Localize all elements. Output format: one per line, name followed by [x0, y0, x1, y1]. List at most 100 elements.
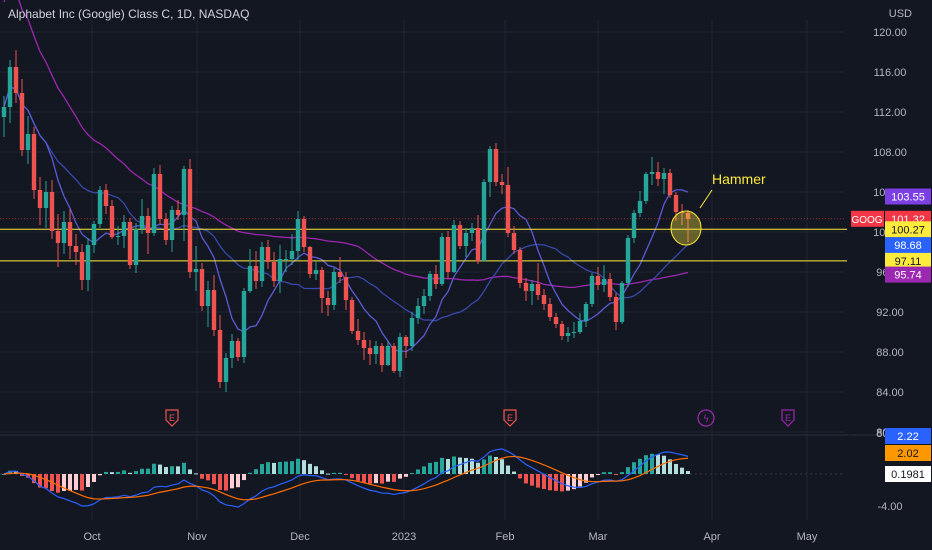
- macd-histogram-bar: [620, 472, 624, 474]
- macd-histogram-bar: [584, 474, 588, 483]
- macd-histogram-bar: [530, 474, 534, 486]
- candle-body: [199, 269, 205, 306]
- candle-body: [61, 222, 67, 243]
- macd-histogram-bar: [422, 466, 426, 474]
- macd-histogram-bar: [416, 469, 420, 474]
- macd-histogram-bar: [2, 474, 6, 475]
- indicator-label-box: [885, 466, 931, 482]
- macd-histogram-bar: [644, 455, 648, 474]
- price-label-box: [885, 237, 931, 254]
- macd-histogram-bar: [380, 474, 384, 484]
- macd-histogram-bar: [200, 474, 204, 479]
- candle-body: [553, 317, 559, 324]
- candle-body: [19, 93, 25, 150]
- macd-histogram-bar: [272, 462, 276, 474]
- macd-histogram-bar: [650, 453, 654, 474]
- price-label-box: [885, 252, 931, 269]
- candle-body: [463, 233, 469, 246]
- candle-body: [667, 173, 673, 195]
- macd-histogram-bar: [356, 474, 360, 481]
- candle-body: [469, 228, 475, 233]
- candle-body: [91, 224, 97, 245]
- macd-histogram-bar: [158, 464, 162, 474]
- price-tick-label: 84.00: [876, 387, 904, 399]
- macd-histogram-bar: [386, 474, 390, 482]
- indicator-label: 2.22: [897, 431, 918, 443]
- candle-body: [607, 279, 613, 297]
- macd-histogram-bar: [320, 470, 324, 474]
- macd-histogram-bar: [278, 461, 282, 474]
- macd-histogram-bar: [260, 464, 264, 474]
- macd-histogram-bar: [392, 474, 396, 482]
- macd-histogram-bar: [80, 474, 84, 491]
- macd-histogram-bar: [44, 474, 48, 489]
- macd-histogram-bar: [206, 474, 210, 481]
- macd-histogram-bar: [140, 468, 144, 474]
- candle-body: [79, 252, 85, 280]
- macd-histogram-bar: [152, 463, 156, 474]
- macd-histogram-bar: [308, 463, 312, 474]
- macd-histogram-bar: [302, 460, 306, 474]
- macd-histogram-bar: [98, 474, 102, 476]
- macd-histogram-bar: [626, 467, 630, 474]
- macd-histogram-bar: [488, 455, 492, 474]
- time-tick-label: May: [797, 531, 818, 543]
- candle-body: [643, 174, 649, 201]
- price-label: 95.74: [894, 270, 922, 282]
- candle-body: [409, 318, 415, 346]
- macd-histogram-bar: [434, 461, 438, 474]
- macd-histogram-bar: [8, 470, 12, 474]
- macd-histogram-bar: [236, 474, 240, 488]
- macd-histogram-bar: [662, 455, 666, 474]
- macd-histogram-bar: [332, 472, 336, 474]
- candle-body: [301, 219, 307, 247]
- candle-body: [481, 182, 487, 261]
- candle-body: [523, 283, 529, 291]
- candle-body: [445, 237, 451, 272]
- macd-histogram-bar: [632, 462, 636, 474]
- macd-histogram-bar: [440, 457, 444, 474]
- price-label-box: [885, 221, 931, 238]
- candle-body: [163, 219, 169, 240]
- macd-histogram-bar: [542, 474, 546, 489]
- macd-histogram-bar: [290, 461, 294, 474]
- candle-body: [223, 358, 229, 382]
- candle-body: [217, 330, 223, 382]
- candle-body: [661, 173, 667, 179]
- time-tick-label: Feb: [496, 531, 515, 543]
- candle-body: [253, 266, 259, 281]
- macd-histogram-bar: [224, 474, 228, 491]
- candle-body: [229, 341, 235, 358]
- candle-body: [391, 346, 397, 371]
- candle-body: [673, 195, 679, 212]
- candle-body: [457, 225, 463, 246]
- candle-body: [511, 233, 517, 250]
- macd-histogram-bar: [446, 458, 450, 474]
- price-tick-label: 120.00: [873, 27, 907, 39]
- macd-histogram-bar: [614, 474, 618, 475]
- candle-body: [325, 298, 331, 305]
- macd-histogram-bar: [548, 474, 552, 491]
- candle-body: [193, 269, 199, 272]
- earnings-marker-label: E: [785, 413, 791, 423]
- candle-body: [289, 251, 295, 259]
- candle-body: [367, 348, 373, 354]
- candle-body: [583, 304, 589, 321]
- candle-body: [49, 192, 55, 231]
- macd-histogram-bar: [482, 459, 486, 474]
- candle-body: [625, 238, 631, 283]
- macd-histogram-bar: [68, 474, 72, 491]
- candle-body: [499, 182, 505, 185]
- candle-body: [571, 332, 577, 333]
- signal-line: [3, 455, 689, 501]
- macd-histogram-bar: [38, 474, 42, 488]
- candle-body: [307, 247, 313, 274]
- candle-body: [547, 304, 553, 317]
- macd-histogram-bar: [146, 468, 150, 474]
- candle-body: [319, 270, 325, 298]
- hammer-label: Hammer: [712, 171, 766, 187]
- candle-body: [109, 206, 115, 237]
- candle-body: [205, 290, 211, 306]
